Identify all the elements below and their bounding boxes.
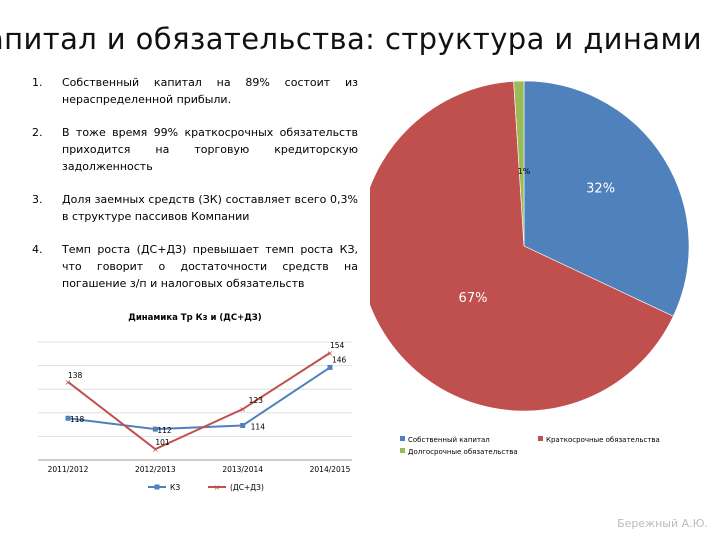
legend-swatch bbox=[400, 436, 405, 441]
data-label: 123 bbox=[249, 396, 264, 405]
pie-slice bbox=[513, 80, 525, 247]
data-point bbox=[240, 423, 246, 429]
data-label: 101 bbox=[155, 438, 170, 447]
legend-marker bbox=[154, 484, 160, 490]
data-label: 118 bbox=[70, 415, 85, 424]
slice-label: 67% bbox=[459, 291, 488, 306]
pie-chart: 32% 67% 1% Собственный капитал Краткосрочные… bbox=[370, 80, 690, 456]
legend-label: Собственный капитал bbox=[408, 436, 490, 444]
pie-slice bbox=[523, 80, 690, 317]
bullet-text: Темп роста (ДС+ДЗ) превышает темп роста … bbox=[62, 243, 358, 290]
slice-label: 1% bbox=[518, 167, 531, 176]
data-point bbox=[65, 415, 71, 421]
data-label: 138 bbox=[68, 371, 83, 380]
bullet-text: В тоже время 99% краткосрочных обязатель… bbox=[62, 126, 358, 173]
legend-swatch bbox=[400, 448, 405, 453]
data-label: 154 bbox=[330, 341, 345, 350]
bullet-number: 3. bbox=[32, 193, 43, 206]
x-tick-label: 2012/2013 bbox=[135, 465, 176, 474]
legend-label: Краткосрочные обязательства bbox=[546, 436, 660, 444]
slice-label: 32% bbox=[586, 181, 615, 196]
bullet-text: Собственный капитал на 89% состоит из не… bbox=[62, 76, 358, 106]
data-point: × bbox=[152, 445, 159, 454]
legend-swatch bbox=[538, 436, 543, 441]
bullet-number: 4. bbox=[32, 243, 43, 256]
bullet-item: 2. В тоже время 99% краткосрочных обязате… bbox=[32, 124, 358, 175]
data-point: × bbox=[239, 405, 246, 414]
bullet-item: 4. Темп роста (ДС+ДЗ) превышает темп рост… bbox=[32, 241, 358, 292]
bullet-text: Доля заемных средств (ЗК) составляет все… bbox=[62, 193, 358, 223]
series-line-ds-dz bbox=[67, 352, 331, 451]
data-point: × bbox=[65, 378, 72, 387]
bullet-item: 3. Доля заемных средств (ЗК) составляет в… bbox=[32, 191, 358, 225]
data-label: 114 bbox=[251, 423, 266, 432]
series-line-kz bbox=[67, 366, 331, 431]
slide-title: апитал и обязательства: структура и дина… bbox=[0, 22, 702, 56]
legend-label: КЗ bbox=[170, 483, 180, 492]
data-label: 146 bbox=[332, 355, 347, 364]
legend-label: Долгосрочные обязательства bbox=[408, 448, 518, 456]
bullet-item: 1. Собственный капитал на 89% состоит из … bbox=[32, 74, 358, 108]
bullet-list: 1. Собственный капитал на 89% состоит из … bbox=[32, 74, 358, 308]
data-point: × bbox=[327, 349, 334, 358]
footer-author: Бережный А.Ю. bbox=[617, 517, 708, 530]
x-tick-label: 2013/2014 bbox=[222, 465, 263, 474]
line-chart: Динамика Тр Кз и (ДС+ДЗ) 2011/2012 2012/2… bbox=[38, 313, 352, 492]
data-point bbox=[327, 364, 333, 370]
data-point bbox=[152, 426, 158, 432]
bullet-number: 1. bbox=[32, 76, 43, 89]
data-label: 112 bbox=[157, 426, 172, 435]
pie-slice bbox=[370, 81, 674, 412]
x-tick-label: 2014/2015 bbox=[310, 465, 351, 474]
x-tick-label: 2011/2012 bbox=[48, 465, 89, 474]
legend-label: (ДС+ДЗ) bbox=[230, 483, 264, 492]
line-chart-title: Динамика Тр Кз и (ДС+ДЗ) bbox=[128, 313, 262, 323]
legend-marker: × bbox=[214, 483, 221, 492]
bullet-number: 2. bbox=[32, 126, 43, 139]
